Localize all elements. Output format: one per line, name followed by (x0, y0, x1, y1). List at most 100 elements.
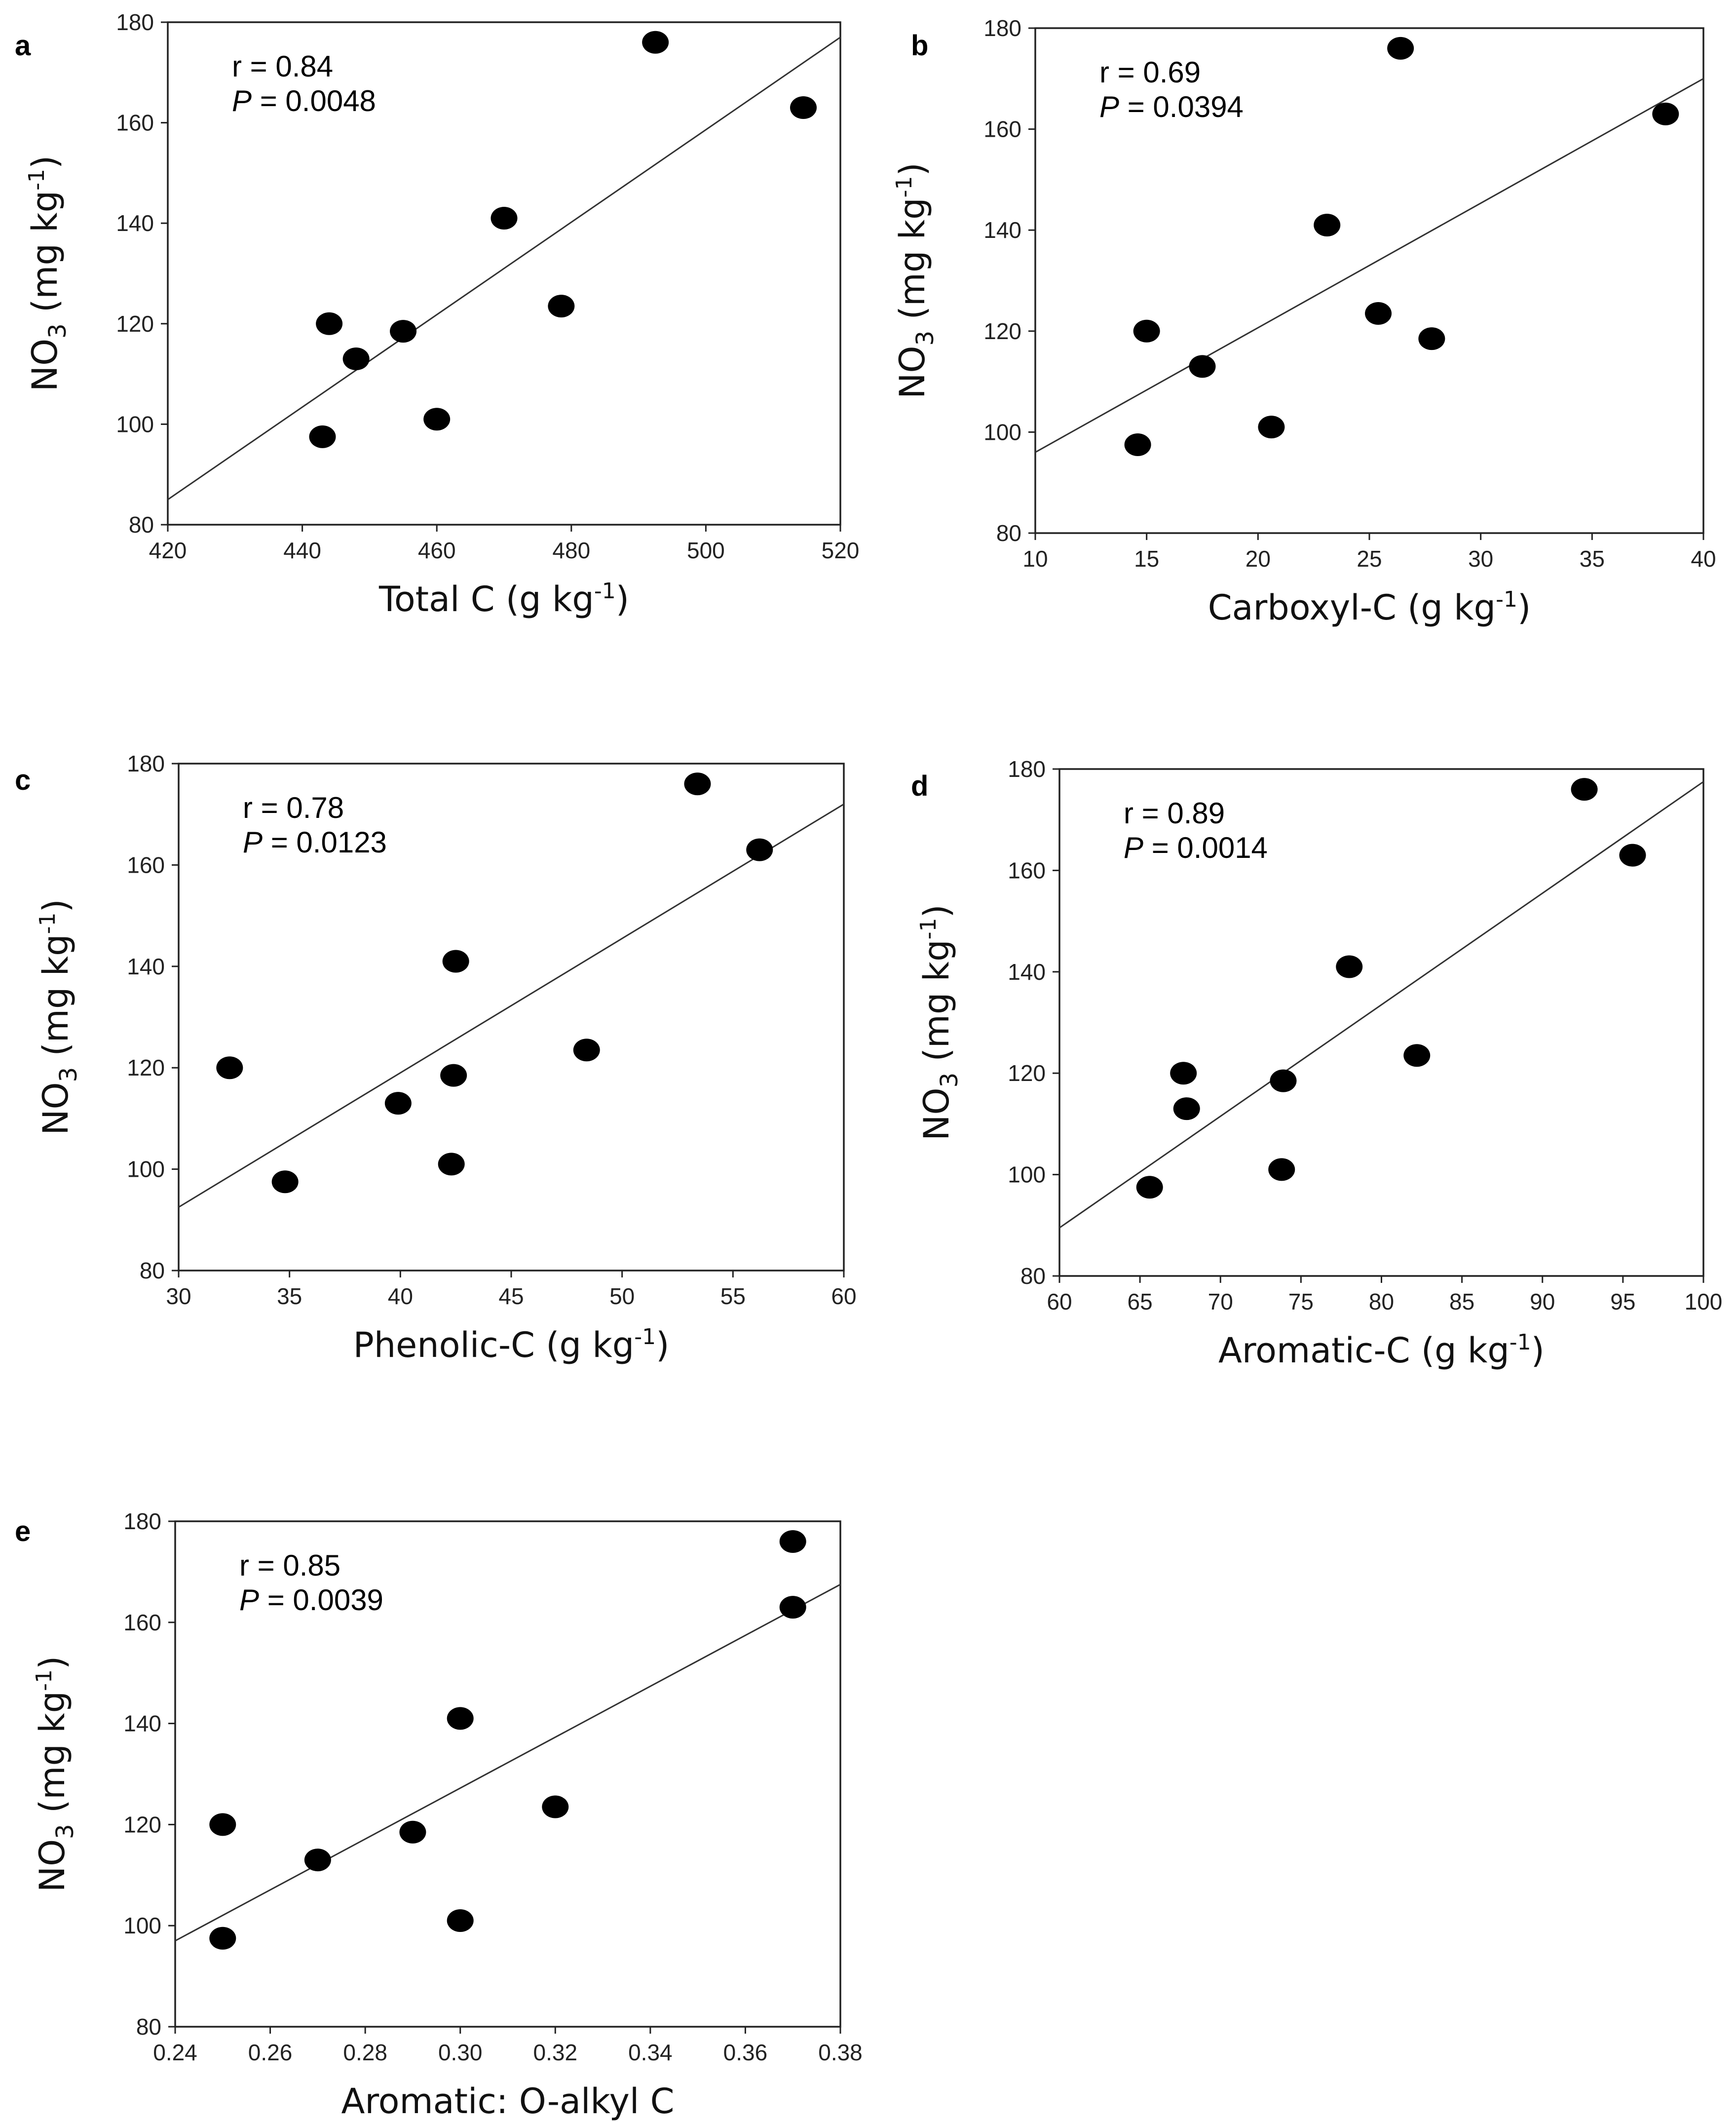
data-point (779, 1596, 806, 1619)
y-tick-label: 160 (127, 852, 165, 878)
data-point (1571, 778, 1598, 801)
correlation-r: r = 0.69 (1099, 56, 1201, 89)
x-tick-label: 70 (1208, 1289, 1233, 1314)
data-point (1652, 102, 1679, 125)
data-point (216, 1056, 243, 1080)
x-tick-label: 0.34 (628, 2040, 673, 2065)
x-tick-label: 45 (498, 1283, 524, 1309)
x-tick-label: 0.28 (343, 2040, 387, 2065)
x-tick-label: 420 (149, 538, 187, 563)
data-point (1173, 1097, 1200, 1120)
data-point (542, 1795, 569, 1818)
x-tick-label: 55 (720, 1283, 746, 1309)
data-point (1136, 1176, 1163, 1199)
data-point (1170, 1062, 1197, 1085)
x-tick-label: 30 (1468, 546, 1493, 572)
regression-line (167, 37, 841, 501)
data-point (1133, 319, 1160, 343)
y-tick-label: 80 (140, 1258, 165, 1283)
data-point (1387, 37, 1414, 60)
data-point (684, 772, 711, 796)
x-tick-label: 35 (277, 1283, 302, 1309)
data-point (790, 96, 817, 119)
x-tick-label: 95 (1610, 1289, 1635, 1314)
x-tick-label: 90 (1530, 1289, 1555, 1314)
y-tick-label: 160 (123, 1610, 161, 1635)
y-tick-label: 160 (116, 110, 154, 136)
data-point (1365, 302, 1392, 325)
correlation-r: r = 0.89 (1124, 797, 1225, 830)
y-tick-label: 80 (996, 520, 1021, 546)
x-tick-label: 480 (552, 538, 590, 563)
x-axis-title: Carboxyl-C (g kg-1) (1208, 587, 1531, 628)
data-point (746, 838, 773, 861)
data-point (271, 1170, 299, 1194)
y-tick-label: 160 (983, 116, 1021, 142)
y-tick-label: 180 (123, 1508, 161, 1534)
y-tick-label: 120 (127, 1055, 165, 1080)
data-point (399, 1820, 426, 1844)
x-axis-title: Total C (g kg-1) (378, 579, 629, 619)
x-tick-label: 35 (1580, 546, 1605, 572)
panel-c: c 30 35 40 45 50 55 60 80 100 120 140 160 180 r = 0.78… (15, 751, 857, 1365)
data-point (1189, 355, 1216, 378)
data-point (1336, 955, 1363, 978)
x-tick-label: 85 (1449, 1289, 1474, 1314)
x-tick-label: 80 (1369, 1289, 1394, 1314)
panel-d: d 60 65 70 75 80 85 90 95 100 80 100 120 140 160 180 r =… (911, 756, 1722, 1371)
y-tick-label: 140 (127, 954, 165, 979)
data-point (1258, 416, 1285, 439)
x-axis-title: Phenolic-C (g kg-1) (353, 1324, 670, 1365)
x-tick-label: 75 (1288, 1289, 1314, 1314)
y-axis-title: NO3 (mg kg-1) (24, 155, 72, 392)
x-tick-label: 0.32 (533, 2040, 578, 2065)
data-point (390, 320, 417, 343)
y-tick-label: 80 (1020, 1263, 1046, 1289)
plot-frame (174, 1520, 841, 2028)
x-tick-label: 440 (283, 538, 321, 563)
data-point (1403, 1044, 1431, 1067)
x-tick-label: 460 (418, 538, 456, 563)
x-tick-label: 10 (1022, 546, 1048, 572)
x-tick-label: 40 (388, 1283, 413, 1309)
data-point (342, 347, 370, 371)
y-tick-label: 140 (116, 210, 154, 236)
data-point (548, 295, 575, 318)
panel-letter: c (15, 764, 31, 796)
plot-frame (167, 21, 841, 526)
y-tick-label: 100 (127, 1157, 165, 1182)
y-tick-label: 100 (983, 419, 1021, 445)
y-tick-label: 100 (123, 1913, 161, 1938)
y-axis-title: NO3 (mg kg-1) (916, 904, 963, 1141)
data-point (209, 1813, 236, 1836)
p-value: P = 0.0039 (239, 1583, 383, 1617)
x-tick-label: 20 (1245, 546, 1271, 572)
regression-line (1035, 77, 1704, 453)
data-point (423, 408, 451, 431)
data-point (316, 312, 343, 335)
data-point (1619, 844, 1646, 867)
correlation-r: r = 0.85 (239, 1549, 340, 1582)
p-value: P = 0.0014 (1124, 831, 1268, 864)
x-tick-label: 100 (1685, 1289, 1723, 1314)
panel-b: b 10 15 20 25 30 35 40 80 100 120 140 160 180 r = 0.69… (892, 15, 1716, 628)
y-tick-label: 180 (983, 15, 1021, 41)
y-tick-label: 180 (1008, 756, 1046, 782)
x-axis-title: Aromatic-C (g kg-1) (1218, 1330, 1545, 1371)
data-point (1268, 1158, 1295, 1181)
regression-line (1059, 781, 1704, 1229)
x-tick-label: 65 (1128, 1289, 1153, 1314)
y-tick-label: 80 (136, 2014, 161, 2040)
data-point (1270, 1069, 1297, 1092)
x-tick-label: 40 (1691, 546, 1716, 572)
regression-line (175, 1583, 841, 1942)
y-axis-title: NO3 (mg kg-1) (892, 162, 939, 399)
panel-a: a 420 440 460 480 500 520 80 100 120 140 160 180 r = … (15, 9, 859, 619)
y-tick-label: 140 (983, 217, 1021, 243)
y-tick-label: 180 (116, 9, 154, 35)
y-tick-label: 100 (1008, 1162, 1046, 1188)
p-value: P = 0.0123 (243, 826, 387, 859)
data-point (491, 207, 518, 230)
y-tick-label: 160 (1008, 857, 1046, 883)
